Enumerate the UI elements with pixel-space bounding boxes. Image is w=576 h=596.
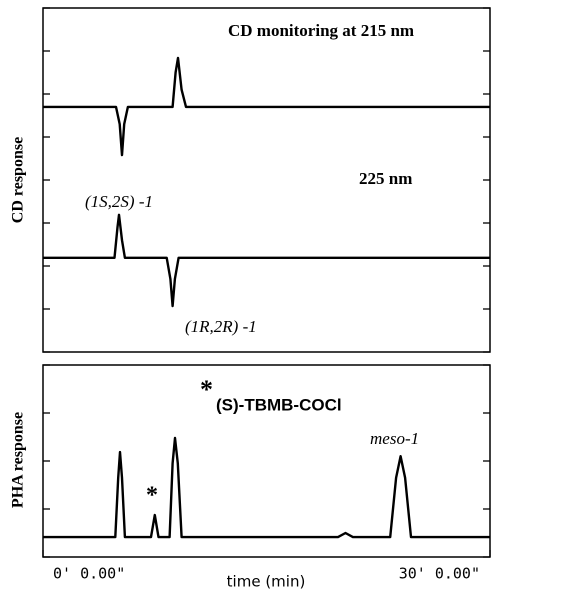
annotation: (1S,2S) -1 [85, 192, 153, 211]
annotation: CD monitoring at 215 nm [228, 21, 414, 40]
y-axis-label: PHA response [10, 412, 27, 508]
trace [43, 56, 490, 157]
plot-frame [42, 364, 491, 558]
annotation: (S)-TBMB-COCl [216, 395, 342, 414]
x-tick-label: 30' 0.00" [399, 565, 480, 583]
annotation: (1R,2R) -1 [185, 317, 257, 336]
plot-frame [42, 7, 491, 353]
trace [43, 213, 490, 308]
annotation: * [146, 483, 158, 509]
annotation: meso-1 [370, 429, 419, 448]
annotation: 225 nm [359, 169, 412, 188]
y-axis-label: CD response [10, 137, 27, 223]
annotation: * [200, 375, 213, 404]
trace [43, 436, 490, 539]
x-axis-label: time (min) [227, 573, 306, 591]
x-tick-label: 0' 0.00" [53, 565, 125, 583]
